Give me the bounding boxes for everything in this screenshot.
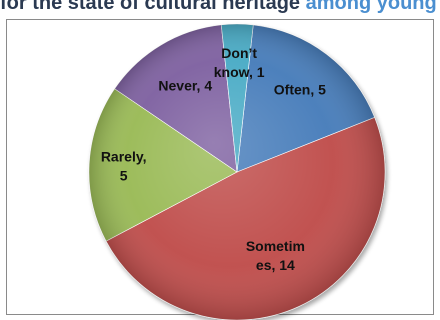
data-label-sometimes: Sometim es, 14	[246, 238, 305, 273]
chart-title-part2: among young people	[305, 0, 440, 14]
data-label-often: Often, 5	[274, 82, 326, 98]
data-label-never: Never, 4	[158, 78, 212, 94]
data-label-rarely: Rarely, 5	[101, 148, 147, 183]
chart-title: for the state of cultural heritage among…	[0, 0, 440, 15]
data-label-don-t-know: Don’t know, 1	[214, 45, 265, 80]
chart-title-part1: for the state of cultural heritage	[0, 0, 301, 14]
